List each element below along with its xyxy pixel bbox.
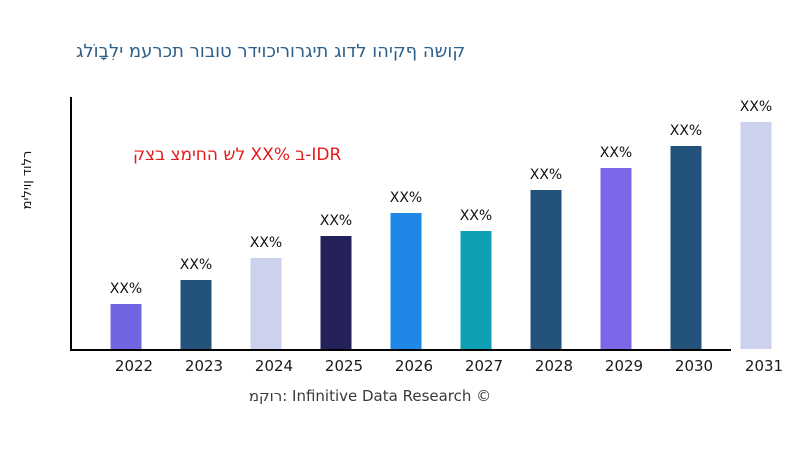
bar-value-label-2022: XX% — [109, 281, 143, 297]
bar-slot-2023: XX% — [161, 98, 231, 349]
bar-2028 — [530, 190, 562, 349]
bar-value-label-2026: XX% — [389, 190, 423, 206]
bar-2027 — [460, 231, 492, 349]
bar-value-label-2023: XX% — [179, 257, 213, 273]
bar-slot-2027: XX% — [441, 98, 511, 349]
growth-rate-annotation: קצב צמיחה של XX% ב-IDR — [133, 145, 342, 165]
bar-value-label-2024: XX% — [249, 235, 283, 251]
x-tick-2024: 2024 — [254, 357, 294, 375]
bar-value-label-2028: XX% — [529, 167, 563, 183]
bar-slot-2030: XX% — [651, 98, 721, 349]
x-axis-spine — [70, 349, 731, 351]
bar-slot-2029: XX% — [581, 98, 651, 349]
bar-value-label-2030: XX% — [669, 123, 703, 139]
x-tick-2025: 2025 — [324, 357, 364, 375]
source-line: מקור: Infinitive Data Research © — [248, 387, 492, 405]
x-tick-2027: 2027 — [464, 357, 504, 375]
bar-2029 — [600, 168, 632, 349]
x-tick-2030: 2030 — [674, 357, 714, 375]
x-tick-2028: 2028 — [534, 357, 574, 375]
bar-slot-2022: XX% — [91, 98, 161, 349]
bar-2023 — [180, 280, 212, 349]
bar-value-label-2031: XX% — [739, 99, 773, 115]
x-tick-2029: 2029 — [604, 357, 644, 375]
bar-slot-2031: XX% — [721, 98, 791, 349]
bar-2022 — [110, 304, 142, 349]
bar-slot-2024: XX% — [231, 98, 301, 349]
x-tick-2022: 2022 — [114, 357, 154, 375]
bar-2024 — [250, 258, 282, 349]
bar-2026 — [390, 213, 422, 349]
x-tick-2026: 2026 — [394, 357, 434, 375]
y-axis-label: מיליון דולר — [20, 150, 35, 210]
x-axis-tick-labels: 2022 2023 2024 2025 2026 2027 2028 2029 2030 2031 — [99, 357, 799, 375]
x-tick-2031: 2031 — [744, 357, 784, 375]
bar-slot-2028: XX% — [511, 98, 581, 349]
bar-2025 — [320, 236, 352, 349]
bars-area: XX% XX% XX% XX% XX% XX% XX% XX% XX% XX% — [91, 98, 791, 349]
bar-2030 — [670, 146, 702, 349]
bar-slot-2025: XX% — [301, 98, 371, 349]
bar-value-label-2027: XX% — [459, 208, 493, 224]
bar-value-label-2029: XX% — [599, 145, 633, 161]
bar-value-label-2025: XX% — [319, 213, 353, 229]
chart-title: גלוֹבָלִי מערכת רובוט רדיוכירורגית גודל … — [76, 41, 466, 62]
bar-slot-2026: XX% — [371, 98, 441, 349]
bar-2031 — [740, 122, 772, 349]
y-axis-spine — [70, 97, 72, 351]
x-tick-2023: 2023 — [184, 357, 224, 375]
